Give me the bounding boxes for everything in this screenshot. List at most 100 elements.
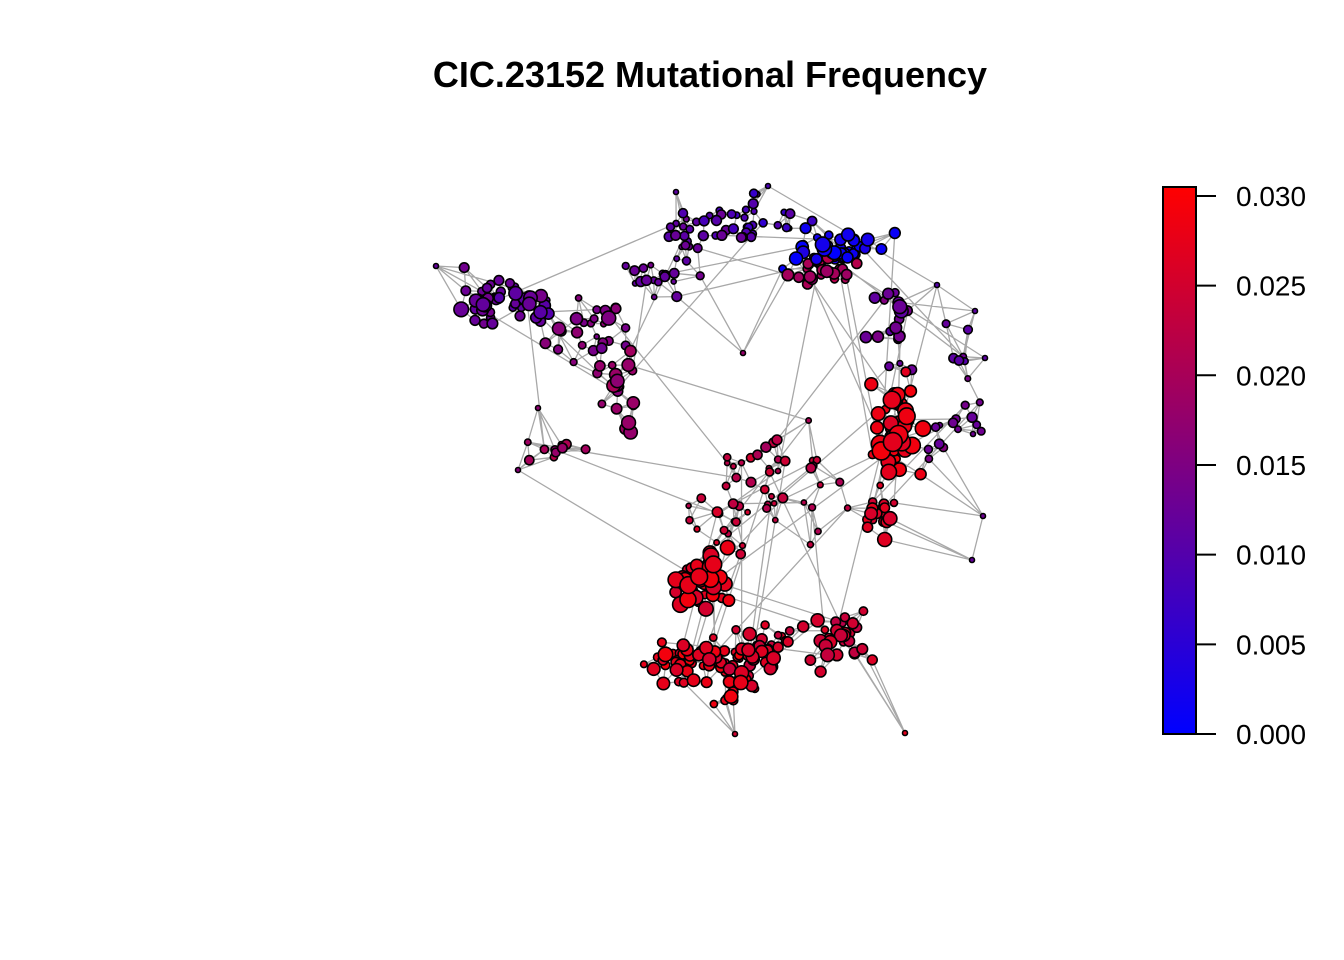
color-legend-bar — [1162, 186, 1197, 735]
network-node — [626, 395, 641, 410]
network-node — [677, 207, 689, 219]
network-node — [784, 208, 796, 220]
network-node — [638, 263, 649, 274]
network-node — [896, 359, 904, 368]
network-node — [880, 463, 898, 481]
network-node — [723, 688, 739, 704]
network-node — [876, 481, 885, 490]
network-node — [504, 278, 516, 289]
network-node — [914, 419, 932, 437]
network-node — [884, 361, 895, 372]
network-node — [458, 262, 470, 274]
network-node — [889, 321, 903, 335]
network-node — [624, 344, 637, 358]
network-node — [962, 324, 974, 335]
network-node — [679, 230, 690, 242]
network-node — [805, 462, 817, 474]
network-node — [976, 426, 986, 436]
network-node — [806, 215, 818, 227]
network-node — [860, 232, 875, 247]
network-node — [595, 342, 608, 355]
network-node — [740, 213, 749, 222]
network-node — [773, 630, 783, 640]
network-node — [656, 637, 668, 648]
network-nodes — [432, 182, 989, 738]
network-node — [594, 359, 606, 372]
network-node — [673, 255, 681, 263]
network-node — [744, 508, 751, 516]
network-node — [819, 264, 834, 279]
color-legend-tick-label: 0.000 — [1236, 719, 1306, 750]
network-node — [930, 422, 941, 433]
network-node — [771, 434, 783, 446]
network-node — [816, 481, 824, 489]
color-legend-tick-label: 0.010 — [1236, 540, 1306, 571]
network-node — [741, 642, 756, 658]
network-node — [799, 222, 812, 235]
network-node — [469, 314, 481, 327]
network-node — [745, 231, 757, 243]
network-node — [685, 224, 695, 234]
network-node — [697, 230, 710, 242]
network-node — [779, 455, 791, 467]
network-node — [758, 218, 768, 228]
network-node — [861, 521, 874, 534]
network-node — [738, 541, 747, 550]
network-node — [833, 628, 849, 643]
network-node — [669, 229, 682, 241]
network-node — [523, 454, 535, 466]
network-node — [653, 277, 663, 287]
network-node — [592, 305, 602, 315]
network-node — [700, 676, 713, 689]
network-node — [788, 251, 804, 266]
network-node — [701, 652, 717, 667]
network-node — [964, 375, 972, 383]
network-node — [923, 444, 934, 455]
network-node — [759, 484, 770, 495]
network-node — [745, 476, 757, 488]
network-node — [621, 261, 630, 271]
network-node — [807, 503, 817, 512]
network-node — [900, 366, 912, 378]
network-node — [685, 502, 692, 510]
network-node — [843, 504, 852, 512]
network-node — [889, 498, 899, 508]
network-node — [975, 398, 984, 407]
network-node — [721, 481, 731, 491]
network-node — [551, 321, 567, 336]
network-node — [620, 323, 631, 333]
network-node — [850, 257, 863, 270]
network-node — [713, 538, 721, 546]
network-node — [695, 271, 705, 281]
network-node — [814, 665, 827, 678]
network-node — [659, 271, 671, 283]
network-node — [897, 407, 916, 426]
network-node — [882, 510, 898, 527]
network-node — [670, 278, 678, 285]
network-node — [774, 467, 782, 475]
network-node — [657, 646, 674, 663]
network-node — [710, 214, 723, 227]
network-node — [810, 612, 825, 628]
network-node — [629, 265, 641, 277]
network-node — [933, 438, 945, 450]
network-node — [514, 466, 522, 474]
network-node — [796, 620, 810, 633]
network-node — [820, 625, 830, 635]
network-node — [726, 209, 737, 220]
color-legend-tick-label: 0.030 — [1236, 181, 1306, 212]
network-node — [732, 674, 749, 691]
network-node — [731, 472, 742, 483]
network-node — [820, 647, 836, 663]
network-node — [533, 304, 548, 320]
color-legend-tick-label: 0.025 — [1236, 271, 1306, 302]
network-node — [668, 267, 680, 279]
network-node — [875, 243, 888, 256]
network-node — [600, 310, 617, 326]
network-node — [610, 302, 622, 315]
network-node — [696, 493, 707, 504]
network-node — [704, 555, 723, 574]
network-node — [539, 444, 550, 455]
network-node — [481, 282, 493, 294]
